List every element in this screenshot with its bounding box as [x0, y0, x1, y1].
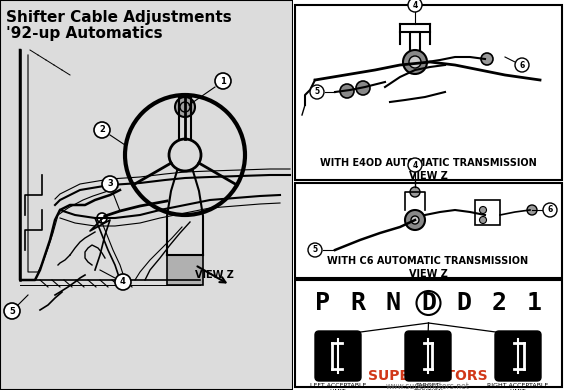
Circle shape	[115, 274, 131, 290]
Circle shape	[310, 85, 324, 99]
Text: 4: 4	[412, 0, 418, 9]
FancyBboxPatch shape	[315, 331, 361, 381]
Bar	[295, 183, 562, 278]
Text: P: P	[315, 291, 330, 315]
Text: WITH C6 AUTOMATIC TRANSMISSION: WITH C6 AUTOMATIC TRANSMISSION	[328, 256, 529, 266]
Circle shape	[308, 243, 322, 257]
Text: 4: 4	[412, 161, 418, 170]
Text: RIGHT ACCEPTABLE
LIMIT: RIGHT ACCEPTABLE LIMIT	[488, 383, 549, 390]
Circle shape	[405, 210, 425, 230]
Circle shape	[102, 176, 118, 192]
Circle shape	[356, 81, 370, 95]
Text: 6: 6	[519, 60, 525, 69]
Text: www.supermotors.net: www.supermotors.net	[386, 382, 470, 390]
Circle shape	[340, 84, 354, 98]
Text: R: R	[350, 291, 366, 315]
Text: 5: 5	[315, 87, 320, 96]
Text: 6: 6	[547, 206, 553, 214]
Text: VIEW Z: VIEW Z	[408, 171, 447, 181]
Text: '92-up Automatics: '92-up Automatics	[6, 26, 163, 41]
Text: SUPERMOTORS: SUPERMOTORS	[368, 369, 488, 383]
Circle shape	[4, 303, 20, 319]
Text: VIEW Z: VIEW Z	[195, 270, 234, 280]
Text: LEFT ACCEPTABLE
LIMIT: LEFT ACCEPTABLE LIMIT	[310, 383, 366, 390]
Text: 1: 1	[220, 76, 226, 85]
Text: Shifter Cable Adjustments: Shifter Cable Adjustments	[6, 10, 232, 25]
Text: D: D	[457, 291, 471, 315]
FancyBboxPatch shape	[495, 331, 541, 381]
Text: 2: 2	[99, 126, 105, 135]
Circle shape	[480, 206, 486, 213]
Circle shape	[97, 213, 107, 223]
Bar	[295, 5, 562, 180]
Bar	[475, 200, 500, 225]
Circle shape	[411, 216, 419, 224]
Circle shape	[175, 97, 195, 117]
Text: WITH E4OD AUTOMATIC TRANSMISSION: WITH E4OD AUTOMATIC TRANSMISSION	[320, 158, 536, 168]
Text: 5: 5	[9, 307, 15, 316]
Text: TARGET
POSITION: TARGET POSITION	[413, 383, 443, 390]
FancyBboxPatch shape	[405, 331, 451, 381]
Circle shape	[94, 122, 110, 138]
Circle shape	[408, 158, 422, 172]
Text: 4: 4	[120, 278, 126, 287]
Text: 1: 1	[527, 291, 542, 315]
Text: 3: 3	[107, 179, 113, 188]
Circle shape	[215, 73, 231, 89]
Circle shape	[515, 58, 529, 72]
Circle shape	[480, 216, 486, 223]
Text: 2: 2	[492, 291, 507, 315]
Bar	[167, 255, 203, 285]
Bar	[295, 280, 562, 387]
Circle shape	[408, 0, 422, 12]
Text: N: N	[386, 291, 401, 315]
Text: VIEW Z: VIEW Z	[408, 269, 447, 279]
Circle shape	[481, 53, 493, 65]
Text: 5: 5	[312, 245, 318, 255]
Circle shape	[527, 205, 537, 215]
Circle shape	[543, 203, 557, 217]
Circle shape	[403, 50, 427, 74]
Text: D: D	[421, 291, 436, 315]
Circle shape	[409, 56, 421, 68]
Bar	[293, 0, 565, 390]
Bar	[0, 0, 293, 390]
Circle shape	[410, 187, 420, 197]
